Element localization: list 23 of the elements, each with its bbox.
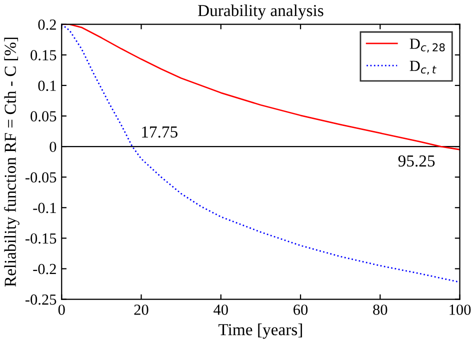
y-tick-label: -0.15 <box>26 233 56 244</box>
annotation: 95.25 <box>398 155 435 167</box>
x-tick-label: 100 <box>450 304 471 315</box>
y-tick-label: -0.1 <box>33 202 56 214</box>
y-tick-label: -0.25 <box>26 294 56 305</box>
y-tick-label: -0.2 <box>33 264 56 274</box>
y-tick-label: 0.2 <box>38 20 56 30</box>
y-tick-label: 0.1 <box>38 80 56 91</box>
legend-label: D$_{c,t}$ <box>410 60 436 75</box>
y-tick-label: 0 <box>50 142 56 152</box>
x-tick-label: 0 <box>58 304 65 315</box>
chart-title: Durability analysis <box>198 4 324 20</box>
y-tick-label: 0.15 <box>30 50 56 60</box>
y-tick-label: -0.05 <box>26 172 56 183</box>
x-tick-label: 80 <box>373 304 388 315</box>
legend-label: D$_{c,28}$ <box>410 38 445 52</box>
x-tick-label: 60 <box>294 304 308 315</box>
y-tick-label: 0.05 <box>30 111 56 122</box>
x-tick-label: 40 <box>214 304 228 315</box>
x-tick-label: 20 <box>134 304 148 315</box>
y-axis-title: Reliability function RF = Cth - C [%] <box>4 38 20 287</box>
x-axis-title: Time [years] <box>218 324 302 339</box>
annotation: 17.75 <box>142 126 178 138</box>
